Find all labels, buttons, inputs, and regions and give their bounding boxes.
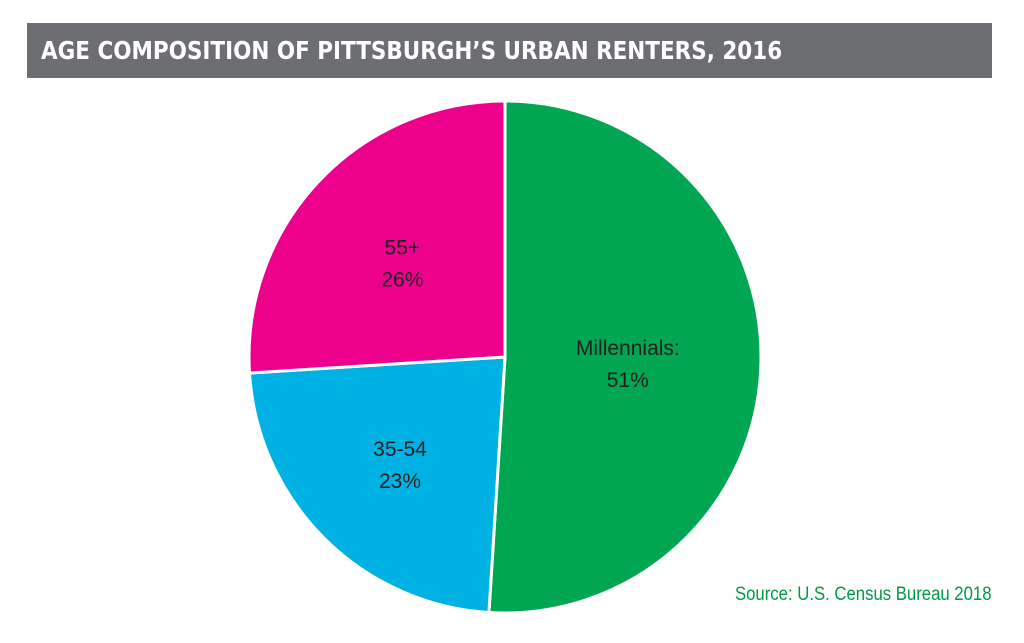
- slice-value-label: 26%: [381, 269, 423, 292]
- slice-label: 35-54: [373, 438, 427, 461]
- slice-label: Millennials:: [576, 337, 680, 360]
- title-bar: AGE COMPOSITION OF PITTSBURGH’S URBAN RE…: [27, 23, 992, 78]
- slice-value-label: 51%: [607, 369, 649, 392]
- pie-slice-35-54: [248, 355, 507, 614]
- pie-slice-55: [247, 99, 507, 375]
- slice-value-label: 23%: [379, 470, 421, 493]
- pie-labels: Millennials: 51% 35-54 23% 55+ 26%: [373, 237, 680, 493]
- pie-slice-millennials: [487, 99, 763, 615]
- pie-slices: [247, 99, 763, 615]
- source-note: Source: U.S. Census Bureau 2018: [735, 584, 992, 605]
- chart-title: AGE COMPOSITION OF PITTSBURGH’S URBAN RE…: [41, 36, 783, 65]
- slice-label: 55+: [385, 237, 421, 260]
